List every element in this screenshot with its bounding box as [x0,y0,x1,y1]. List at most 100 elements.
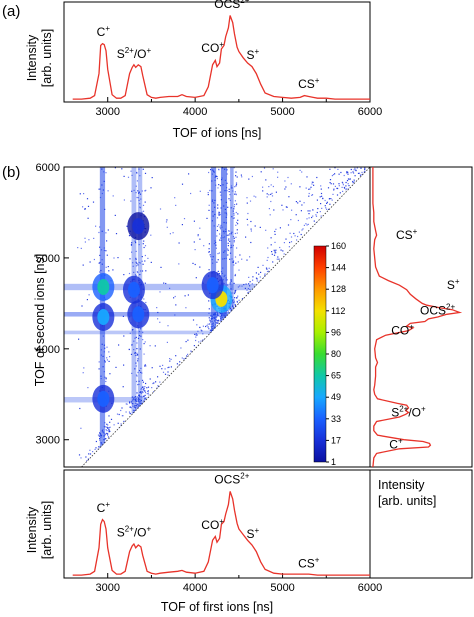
map-dot [219,228,222,230]
map-dot [258,273,260,275]
colorbar: 160 144 128 112 96 80 65 49 33 17 1 [313,241,346,467]
map-dot [187,339,189,341]
map-dot [361,160,362,161]
map-dot [342,184,344,186]
top-x-tick-label: 4000 [183,106,207,118]
map-dot [354,175,356,177]
map-dot [364,170,366,172]
map-dot [157,311,159,314]
map-dot [197,234,199,236]
map-vertical-band [220,167,228,467]
map-dot [105,438,107,440]
map-dot [108,270,110,272]
map-dot [235,182,238,184]
map-dot [245,236,247,238]
map-dot [359,174,362,176]
map-dot [184,295,186,297]
map-dot [133,396,135,399]
map-dot [237,223,239,225]
map-dot [210,256,212,258]
map-dot [138,370,141,372]
map-dot [215,317,217,319]
map-dot [290,183,292,185]
map-dot [297,235,299,238]
map-dot [161,368,163,370]
map-dot [206,217,208,219]
map-dot [237,213,239,215]
map-dot [131,174,133,176]
map-dot [279,227,281,229]
map-dot [197,235,199,237]
map-dot [139,405,141,407]
bottom-x-axis-label: TOF of first ions [ns] [161,600,273,614]
map-dot [252,279,254,281]
map-dot [190,192,192,195]
map-dot [334,185,336,187]
map-dot [136,196,138,199]
map-dot [147,257,149,259]
map-dot [295,214,297,216]
map-dot [231,216,233,218]
map-dot [113,424,115,426]
map-dot [331,175,333,177]
map-dot [105,266,107,268]
map-dot [288,196,290,198]
colorbar-tick-label: 96 [331,327,341,337]
map-dot [155,381,157,383]
map-dot [270,193,272,195]
map-dot [294,235,296,237]
map-dot [208,243,210,245]
map-dot [84,208,86,210]
map-dot [115,233,118,235]
map-dot [307,223,309,225]
map-dot [147,390,149,392]
map-dot [320,215,322,217]
map-dot [137,384,139,386]
map-dot [352,171,354,173]
map-dot [169,233,171,235]
map-dot [250,220,252,223]
side-peak-label: S2+/O+ [391,404,426,419]
top-peak-label: S+ [247,47,260,62]
map-dot [128,272,131,275]
map-dot [199,266,201,268]
map-dot [227,245,229,247]
map-dot [107,229,109,231]
map-dot [255,277,258,279]
map-dot [329,179,332,181]
map-hot-spot [97,279,110,295]
map-dot [236,176,238,178]
map-dot [134,368,136,370]
map-dot [196,334,198,336]
map-dot [140,391,142,393]
map-dot [120,423,122,425]
map-dot [141,396,143,398]
map-dot [105,380,107,383]
map-dot [136,396,138,398]
map-dot [277,176,279,178]
map-dot [251,283,253,285]
bottom-y-axis-label-line2: [arb. units] [40,501,54,559]
map-dot [112,269,114,271]
map-dot [238,299,240,301]
map-dot [135,365,137,367]
map-dot [234,291,236,293]
map-dot [200,340,202,342]
map-dot [144,390,146,392]
side-intensity-caption: Intensity [arb. units] [369,469,473,579]
map-dot [272,261,274,263]
map-dot [290,241,293,243]
map-dot [139,207,141,209]
map-dot [232,261,234,263]
map-dot [274,241,276,243]
map-dot [165,282,167,285]
map-dot [84,241,86,243]
map-dot [355,170,357,172]
map-dot [140,198,142,200]
map-dot [123,335,125,337]
map-dot [344,187,346,189]
map-dot [167,325,169,327]
side-peak-label: OCS2+ [420,303,455,318]
map-dot [320,185,322,187]
map-dot [105,377,107,379]
